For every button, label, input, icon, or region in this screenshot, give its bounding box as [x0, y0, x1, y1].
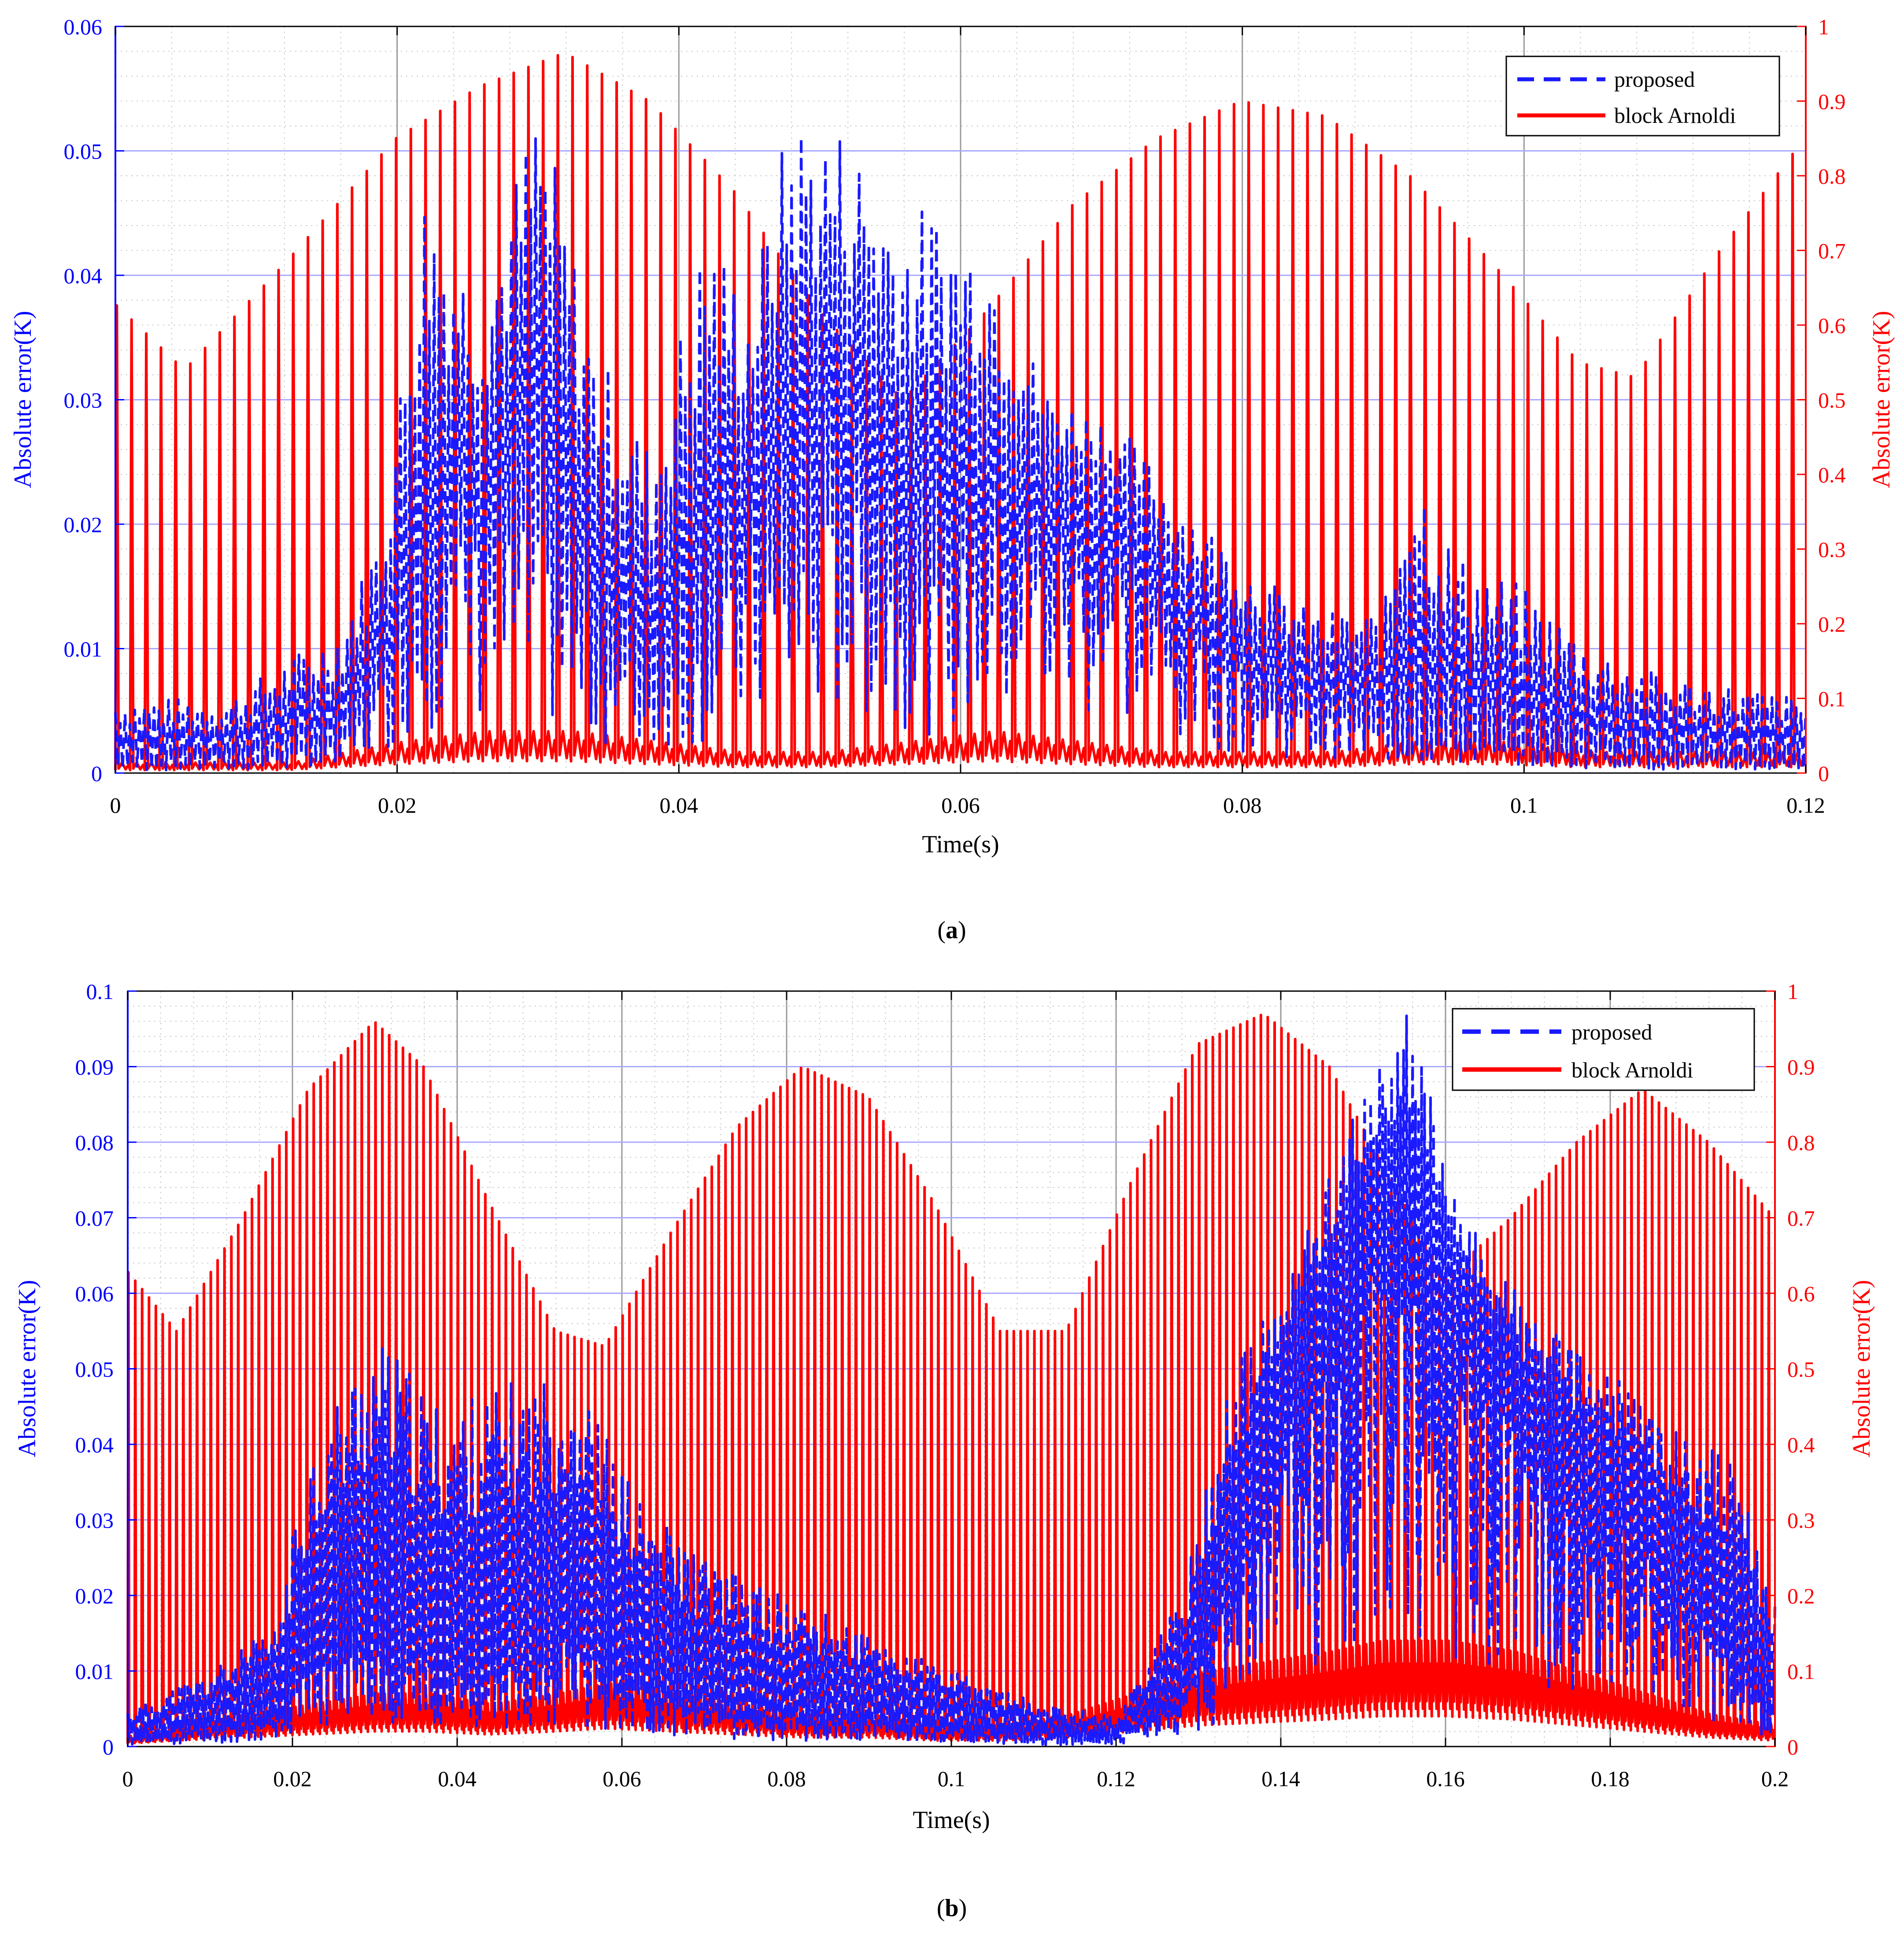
- y-left-tick-label: 0.05: [64, 139, 103, 164]
- y-right-tick-label: 1: [1787, 979, 1798, 1004]
- y-right-tick-label: 0.6: [1787, 1281, 1815, 1306]
- y-right-tick-label: 0.4: [1787, 1432, 1815, 1457]
- series-line-block-arnoldi: [114, 54, 1805, 772]
- y-left-tick-label: 0.1: [86, 979, 114, 1004]
- y-left-tick-label: 0.02: [75, 1584, 114, 1608]
- y-right-tick-label: 0.3: [1787, 1508, 1815, 1533]
- x-tick-label: 0.14: [1261, 1766, 1300, 1791]
- x-tick-label: 0: [122, 1766, 133, 1791]
- series-line-proposed: [114, 136, 1807, 772]
- y-right-tick-label: 0.1: [1818, 687, 1846, 711]
- y-left-tick-label: 0.01: [75, 1659, 114, 1684]
- y-left-tick-label: 0.04: [75, 1432, 114, 1457]
- x-tick-label: 0.02: [273, 1766, 312, 1791]
- y-left-tick-label: 0.09: [75, 1055, 114, 1080]
- ticks-b: [127, 990, 1776, 1747]
- x-axis-title: Time(s): [922, 831, 999, 858]
- y-left-tick-label: 0.05: [75, 1357, 114, 1382]
- series-block-arnoldi-b: [126, 1014, 1776, 1745]
- legend-box: [1505, 56, 1780, 137]
- y-left-tick-label: 0.01: [64, 637, 103, 662]
- x-tick-label: 0.08: [767, 1766, 806, 1791]
- y-left-tick-label: 0.06: [64, 15, 103, 39]
- y-left-tick-label: 0.08: [75, 1130, 114, 1155]
- series-proposed-a: [114, 136, 1807, 772]
- x-tick-label: 0.04: [660, 793, 699, 818]
- x-tick-label: 0.18: [1591, 1766, 1630, 1791]
- y-left-tick-label: 0: [91, 761, 102, 786]
- y-right-tick-label: 0.6: [1818, 313, 1846, 338]
- y-left-tick-label: 0.03: [75, 1508, 114, 1533]
- legend-label-proposed: proposed: [1571, 1020, 1652, 1044]
- x-tick-label: 0: [110, 793, 121, 818]
- y-right-tick-label: 0.8: [1787, 1130, 1815, 1155]
- x-tick-label: 0.04: [438, 1766, 477, 1791]
- y-right-tick-label: 0.3: [1818, 537, 1846, 562]
- y-right-tick-label: 0.8: [1818, 164, 1846, 189]
- y-right-tick-label: 0.4: [1818, 463, 1846, 487]
- y-right-axis-title: Absolute error(K): [1848, 1280, 1875, 1458]
- y-left-tick-label: 0.03: [64, 388, 103, 413]
- x-axis-title: Time(s): [913, 1806, 990, 1834]
- series-line-proposed: [126, 1014, 1776, 1747]
- y-right-axis-title: Absolute error(K): [1868, 311, 1895, 489]
- panel-a: 0 0.02 0.04 0.06 0.08 0.1 0.12 0 0.01 0.…: [9, 15, 1895, 944]
- x-tick-label: 0.12: [1786, 793, 1825, 818]
- y-right-tick-label: 0.9: [1818, 89, 1846, 114]
- y-right-tick-label: 0: [1818, 761, 1829, 786]
- legend-label-proposed: proposed: [1614, 67, 1695, 92]
- y-right-tick-label: 0.5: [1787, 1357, 1815, 1382]
- y-right-tick-label: 0.7: [1787, 1206, 1815, 1231]
- series-line-block-arnoldi: [126, 1014, 1776, 1745]
- y-right-tick-label: 1: [1818, 15, 1829, 39]
- series-block-arnoldi-a: [114, 54, 1805, 772]
- x-tick-label: 0.06: [941, 793, 980, 818]
- x-tick-label: 0.02: [378, 793, 417, 818]
- y-left-tick-label: 0.04: [64, 263, 103, 288]
- caption-b: (b): [937, 1895, 967, 1922]
- y-right-tick-label: 0.2: [1787, 1584, 1815, 1608]
- legend-box: [1452, 1008, 1755, 1091]
- y-left-tick-label: 0.02: [64, 512, 103, 537]
- x-tick-label: 0.16: [1426, 1766, 1465, 1791]
- y-right-tick-label: 0: [1787, 1735, 1798, 1759]
- legend-label-block-arnoldi: block Arnoldi: [1614, 103, 1736, 128]
- caption-a: (a): [937, 917, 966, 944]
- y-left-tick-label: 0: [103, 1735, 114, 1759]
- y-right-tick-label: 0.9: [1787, 1055, 1815, 1080]
- x-tick-label: 0.12: [1097, 1766, 1135, 1791]
- legend-a: proposed block Arnoldi: [1505, 56, 1780, 137]
- y-right-tick-label: 0.5: [1818, 388, 1846, 413]
- x-tick-label: 0.2: [1761, 1766, 1789, 1791]
- y-right-tick-label: 0.1: [1787, 1659, 1815, 1684]
- y-right-tick-label: 0.2: [1818, 612, 1846, 637]
- x-tick-label: 0.1: [1510, 793, 1538, 818]
- legend-label-block-arnoldi: block Arnoldi: [1571, 1058, 1693, 1082]
- series-proposed-b: [126, 1014, 1776, 1747]
- ticks-a: [115, 26, 1807, 774]
- panel-b: 0 0.02 0.04 0.06 0.08 0.1 0.12 0.14 0.16…: [14, 979, 1875, 1922]
- x-tick-label: 0.08: [1223, 793, 1262, 818]
- y-left-axis-title: Absolute error(K): [14, 1280, 41, 1458]
- y-left-tick-label: 0.06: [75, 1281, 114, 1306]
- legend-b: proposed block Arnoldi: [1452, 1008, 1755, 1091]
- y-left-tick-label: 0.07: [75, 1206, 114, 1231]
- y-left-axis-title: Absolute error(K): [9, 311, 37, 489]
- x-tick-label: 0.06: [603, 1766, 641, 1791]
- y-right-tick-label: 0.7: [1818, 239, 1846, 263]
- x-tick-label: 0.1: [938, 1766, 965, 1791]
